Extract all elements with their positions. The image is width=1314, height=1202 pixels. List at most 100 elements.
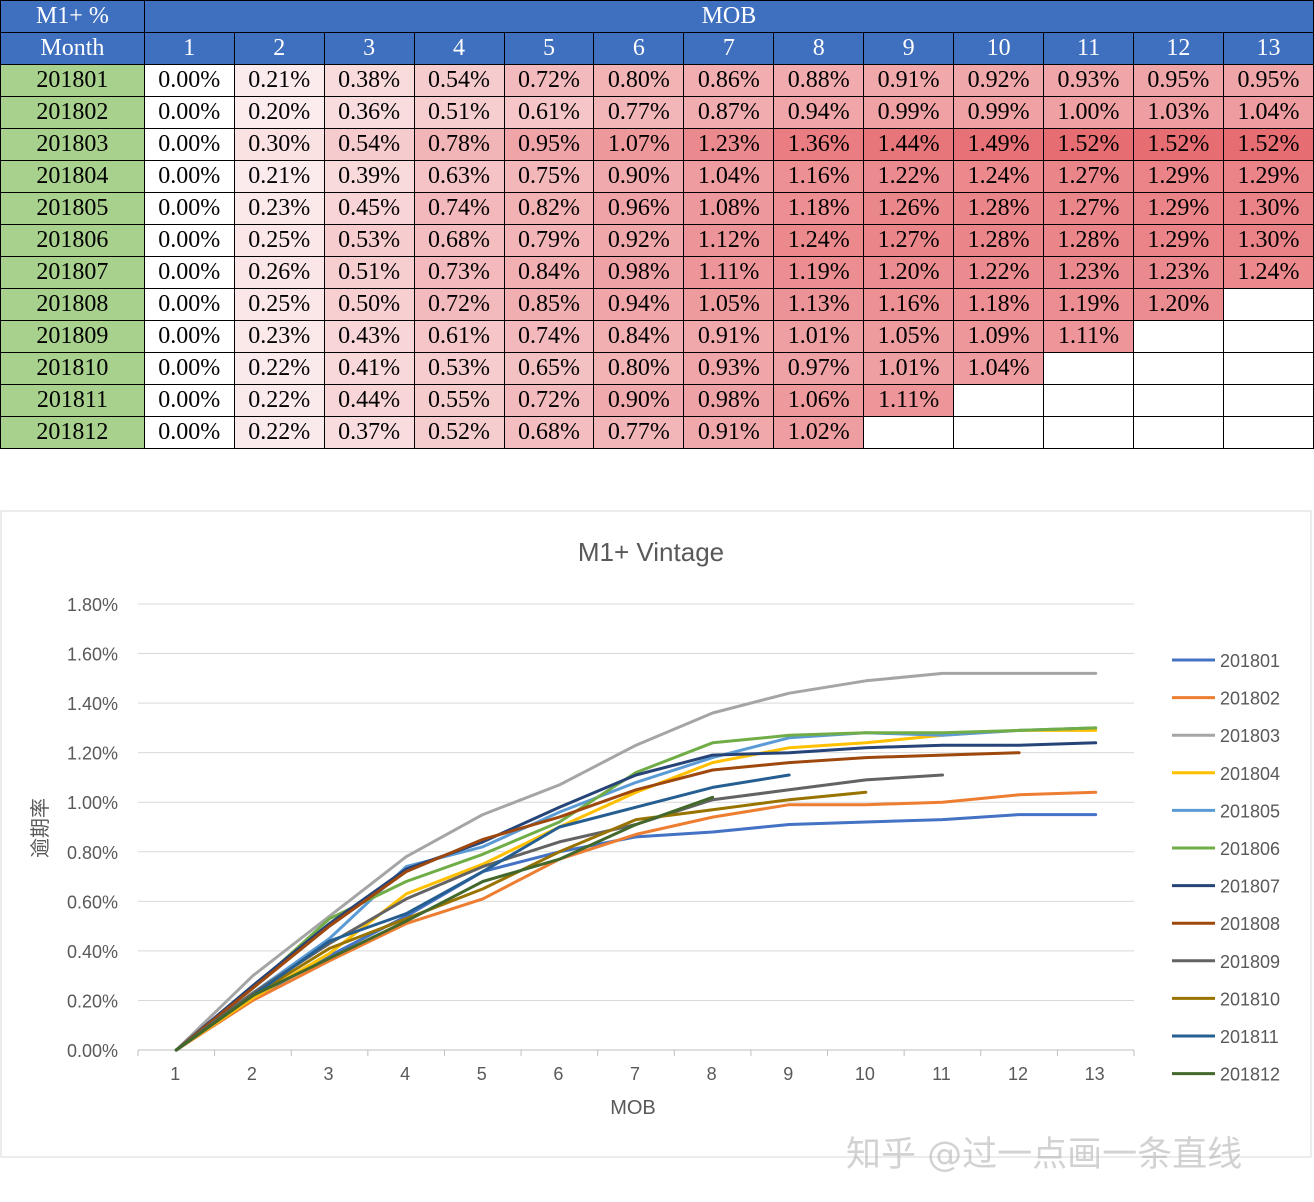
table-row: 201810 0.00% 0.22% 0.41% 0.53% 0.65% 0.80% 0.93… [0,352,1314,385]
table-cell: 0.74% [503,320,595,353]
table-cell: 1.18% [773,192,865,225]
x-tick-label: 6 [553,1064,563,1084]
table-cell: 1.27% [1043,192,1134,225]
table-cell: 1.23% [1132,256,1224,289]
y-tick-label: 0.60% [67,892,118,912]
table-cell: 1.11% [1043,320,1134,353]
table-cell-empty [1043,352,1134,385]
series-line-201807 [174,741,1098,1052]
table-cell: 1.23% [683,128,775,161]
table-cell: 1.49% [953,128,1045,161]
table-cell: 1.04% [953,352,1045,385]
legend-label: 201806 [1220,839,1280,859]
table-cell-empty [953,384,1045,417]
table-row: 201809 0.00% 0.23% 0.43% 0.61% 0.74% 0.84% 0.91… [0,320,1314,353]
series-line-201803 [174,671,1098,1052]
table-cell: 1.27% [863,224,955,257]
legend-label: 201812 [1220,1065,1280,1085]
y-tick-label: 0.40% [67,942,118,962]
table-row: 201805 0.00% 0.23% 0.45% 0.74% 0.82% 0.96% 1.08… [0,192,1314,225]
table-cell: 1.30% [1222,224,1314,257]
legend-label: 201801 [1220,651,1280,671]
table-cell: 1.52% [1043,128,1134,161]
y-tick-label: 1.40% [67,694,118,714]
legend-label: 201810 [1220,989,1280,1009]
table-cell: 1.30% [1222,192,1314,225]
chart-title: M1+ Vintage [578,537,724,567]
table-cell: 0.80% [593,64,685,97]
table-cell: 0.00% [143,352,235,385]
x-tick-label: 2 [247,1064,257,1084]
table-cell: 0.74% [413,192,505,225]
mob-col-header: 2 [233,32,325,65]
corner-header-top: M1+ % [0,0,145,33]
series-line-201801 [174,813,1098,1052]
table-cell: 0.68% [413,224,505,257]
table-row: 201812 0.00% 0.22% 0.37% 0.52% 0.68% 0.77% 0.91… [0,416,1314,449]
table-cell: 0.72% [503,64,595,97]
table-cell: 0.53% [323,224,415,257]
table-cell: 0.20% [233,96,325,129]
x-tick-label: 9 [783,1064,793,1084]
legend-label: 201807 [1220,877,1280,897]
table-cell: 0.93% [1043,64,1134,97]
table-cell: 0.44% [323,384,415,417]
series-line-201805 [174,726,1098,1052]
table-cell: 1.28% [953,224,1045,257]
table-row: 201811 0.00% 0.22% 0.44% 0.55% 0.72% 0.90% 0.98… [0,384,1314,417]
table-cell: 0.63% [413,160,505,193]
table-cell: 0.21% [233,160,325,193]
legend-label: 201802 [1220,689,1280,709]
row-month: 201812 [0,416,145,449]
table-cell: 0.80% [593,352,685,385]
table-cell: 1.36% [773,128,865,161]
table-cell: 0.37% [323,416,415,449]
table-cell: 0.45% [323,192,415,225]
table-cell: 1.20% [1132,288,1224,321]
y-tick-label: 0.80% [67,843,118,863]
table-cell: 1.03% [1132,96,1224,129]
table-cell: 0.90% [593,384,685,417]
legend-label: 201809 [1220,952,1280,972]
y-tick-label: 0.00% [67,1041,118,1061]
table-cell: 0.84% [593,320,685,353]
table-cell: 0.92% [593,224,685,257]
row-month: 201806 [0,224,145,257]
legend-label: 201805 [1220,801,1280,821]
table-cell: 1.09% [953,320,1045,353]
table-cell: 0.22% [233,352,325,385]
table-cell: 0.00% [143,160,235,193]
table-cell: 0.90% [593,160,685,193]
table-cell: 0.00% [143,224,235,257]
table-cell: 1.16% [863,288,955,321]
table-row: 201808 0.00% 0.25% 0.50% 0.72% 0.85% 0.94% 1.05… [0,288,1314,321]
table-cell: 0.51% [323,256,415,289]
table-cell: 0.75% [503,160,595,193]
table-cell: 0.88% [773,64,865,97]
table-cell: 0.54% [413,64,505,97]
table-cell: 1.24% [773,224,865,257]
table-cell: 0.84% [503,256,595,289]
table-cell: 0.25% [233,224,325,257]
table-cell: 1.11% [683,256,775,289]
table-cell: 0.99% [863,96,955,129]
legend-label: 201811 [1220,1027,1279,1047]
mob-col-header: 4 [413,32,505,65]
table-cell-empty [1132,352,1224,385]
table-cell: 1.06% [773,384,865,417]
table-cell: 1.27% [1043,160,1134,193]
table-cell: 0.73% [413,256,505,289]
series-line-201806 [174,726,1098,1052]
table-cell: 0.39% [323,160,415,193]
mob-col-header: 6 [593,32,685,65]
table-cell: 0.93% [683,352,775,385]
table-cell-empty [1132,320,1224,353]
table-cell: 0.68% [503,416,595,449]
y-tick-label: 1.60% [67,645,118,665]
table-cell: 0.00% [143,64,235,97]
table-cell: 1.04% [1222,96,1314,129]
table-cell: 0.30% [233,128,325,161]
table-cell: 1.04% [683,160,775,193]
table-cell: 0.00% [143,384,235,417]
x-tick-label: 7 [630,1064,640,1084]
